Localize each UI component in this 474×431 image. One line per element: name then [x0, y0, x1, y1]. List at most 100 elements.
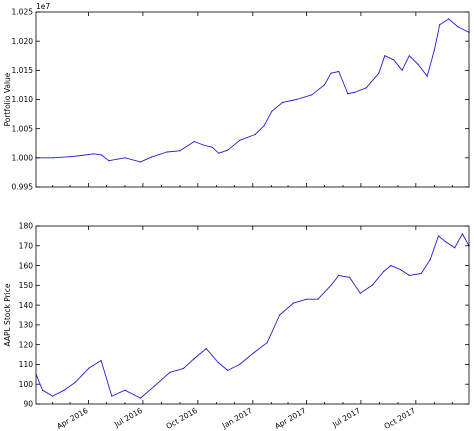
portfolio-ytick-label: 1.015: [12, 66, 34, 75]
aapl-data-point: [169, 371, 171, 373]
aapl-data-point: [371, 284, 373, 286]
portfolio-data-point: [69, 156, 71, 158]
portfolio-data-point: [378, 72, 380, 74]
aapl-ytick-label: 120: [19, 340, 34, 349]
aapl-xtick-label: Oct 2017: [383, 406, 418, 431]
portfolio-data-point: [457, 26, 459, 28]
aapl-data-point: [205, 348, 207, 350]
aapl-data-point: [193, 357, 195, 360]
portfolio-data-point: [282, 101, 284, 103]
portfolio-data-point: [295, 98, 297, 101]
aapl-xtick-label: Oct 2016: [165, 406, 200, 431]
aapl-data-point: [359, 292, 361, 294]
portfolio-ytick-label: 1.005: [12, 124, 34, 133]
aapl-data-point: [153, 385, 155, 387]
aapl-data-point: [74, 381, 76, 383]
aapl-data-point: [124, 389, 126, 391]
portfolio-data-point: [227, 149, 229, 151]
portfolio-data-point: [365, 87, 367, 89]
portfolio-offset-label: 1e7: [36, 2, 50, 11]
portfolio-data-point: [93, 153, 95, 155]
aapl-ytick-label: 180: [19, 222, 34, 231]
portfolio-data-point: [384, 55, 386, 57]
aapl-data-point: [390, 265, 392, 267]
portfolio-data-point: [193, 140, 195, 143]
aapl-data-point: [292, 302, 294, 304]
portfolio-data-point: [401, 69, 403, 71]
aapl-data-point: [445, 241, 447, 243]
aapl-stock-price-panel: 90 100 110 120 130 140 150 160 170 180 AAPL Stock …: [3, 222, 470, 431]
portfolio-series-line: [36, 18, 470, 163]
portfolio-ytick-label: 1.000: [12, 154, 34, 163]
aapl-data-point: [330, 284, 332, 286]
portfolio-data-point: [202, 144, 204, 146]
aapl-data-point: [279, 314, 281, 316]
portfolio-data-point: [124, 157, 126, 159]
portfolio-data-point: [239, 139, 241, 141]
portfolio-data-point: [150, 156, 152, 158]
portfolio-data-point: [408, 55, 410, 57]
aapl-data-point: [317, 298, 319, 300]
portfolio-data-point: [330, 72, 332, 74]
portfolio-data-point: [166, 151, 168, 153]
portfolio-data-point: [353, 91, 355, 94]
aapl-data-point: [52, 395, 54, 397]
aapl-data-point: [420, 272, 422, 275]
aapl-data-point: [227, 369, 229, 371]
aapl-data-point: [63, 389, 65, 391]
aapl-data-point: [306, 298, 308, 300]
aapl-xtick-label: Jul 2017: [330, 406, 362, 430]
aapl-ytick-label: 100: [19, 380, 34, 389]
portfolio-data-point: [52, 157, 54, 159]
aapl-data-point: [239, 363, 241, 365]
portfolio-data-point: [338, 70, 340, 73]
aapl-data-point: [217, 361, 219, 364]
portfolio-data-point: [179, 150, 181, 152]
aapl-ytick-label: 170: [19, 241, 34, 250]
portfolio-data-point: [271, 110, 273, 112]
portfolio-data-point: [254, 133, 256, 136]
aapl-ylabel: AAPL Stock Price: [3, 283, 12, 346]
aapl-series-line: [35, 233, 470, 399]
aapl-ytick-label: 130: [19, 321, 34, 330]
aapl-data-point: [437, 235, 440, 237]
portfolio-data-point: [433, 49, 435, 51]
portfolio-ytick-label: 1.010: [12, 95, 34, 104]
portfolio-data-point: [426, 75, 428, 77]
aapl-xtick-label: Jan 2017: [220, 406, 254, 431]
portfolio-data-point: [347, 93, 349, 95]
portfolio-ytick-label: 0.995: [12, 183, 34, 192]
aapl-data-point: [100, 359, 102, 362]
portfolio-data-point: [323, 84, 326, 86]
aapl-data-point: [253, 352, 255, 354]
portfolio-data-point: [439, 24, 441, 26]
aapl-data-point: [408, 274, 410, 276]
aapl-data-point: [349, 276, 351, 278]
portfolio-data-point: [211, 146, 213, 148]
portfolio-data-point: [108, 160, 110, 162]
aapl-data-point: [111, 395, 113, 397]
aapl-data-point: [461, 233, 463, 235]
aapl-data-point: [399, 268, 401, 271]
aapl-data-point: [383, 270, 385, 273]
aapl-data-point: [139, 397, 142, 399]
aapl-data-point: [182, 367, 185, 369]
portfolio-data-point: [311, 94, 313, 96]
aapl-ytick-label: 90: [23, 400, 33, 409]
portfolio-data-point: [417, 63, 419, 66]
aapl-ytick-label: 110: [19, 360, 34, 369]
aapl-xtick-label: Apr 2016: [55, 406, 90, 431]
aapl-plot-frame: [35, 225, 470, 405]
aapl-xtick-label: Apr 2017: [273, 406, 308, 431]
aapl-data-point: [429, 259, 431, 261]
portfolio-value-panel: 0.995 1.000 1.005 1.010 1.015 1.020 1.025 Portf…: [3, 2, 470, 192]
aapl-ytick-label: 160: [19, 261, 34, 270]
portfolio-ytick-label: 1.020: [12, 37, 34, 46]
portfolio-data-point: [448, 18, 450, 20]
aapl-data-point: [266, 342, 268, 344]
portfolio-plot-frame: [35, 11, 470, 188]
portfolio-data-point: [100, 154, 102, 156]
aapl-xtick-label: Jul 2016: [112, 406, 144, 430]
portfolio-ylabel: Portfolio Value: [3, 72, 12, 126]
